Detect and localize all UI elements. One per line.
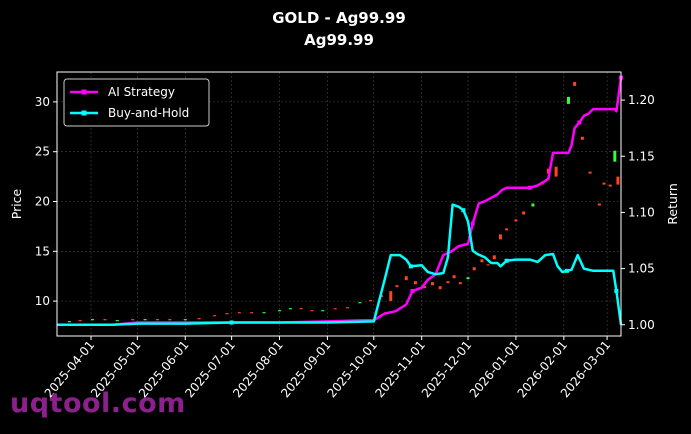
series-marker-strategy <box>527 185 532 190</box>
series-marker-strategy <box>577 120 582 125</box>
series-marker-hold <box>408 264 413 269</box>
candle <box>546 168 550 174</box>
candle <box>438 286 442 290</box>
candle <box>103 319 107 321</box>
candle <box>466 277 470 280</box>
legend-marker-strategy <box>81 89 87 95</box>
candle <box>602 182 606 185</box>
y-tick-label: 10 <box>35 294 50 308</box>
candle <box>404 276 408 281</box>
series-line-hold <box>57 203 623 327</box>
candle <box>310 310 314 312</box>
candle <box>213 315 217 317</box>
y-tick-label: 30 <box>35 95 50 109</box>
candle <box>389 291 393 302</box>
y2-tick-label: 1.15 <box>628 149 655 163</box>
candle <box>430 282 434 286</box>
candle <box>183 319 187 321</box>
chart-title: GOLD - Ag99.99 <box>272 9 406 27</box>
candle <box>413 281 417 285</box>
candle <box>613 150 617 162</box>
series-marker-hold <box>564 268 569 273</box>
candle <box>492 255 496 260</box>
y-tick-label: 25 <box>35 145 50 159</box>
candle <box>91 319 95 321</box>
candle <box>78 320 82 322</box>
candle <box>498 234 502 240</box>
series-marker-hold <box>229 320 234 325</box>
candle <box>608 184 612 187</box>
candle <box>358 302 362 304</box>
legend-marker-hold <box>81 110 87 116</box>
candle <box>554 166 558 177</box>
y2-tick-label: 1.10 <box>628 205 655 219</box>
candle <box>155 319 159 321</box>
series-marker-hold <box>461 208 466 213</box>
y2-tick-label: 1.00 <box>628 318 655 332</box>
candle <box>505 228 509 231</box>
candle <box>395 285 399 288</box>
y2-axis-label: Return <box>665 183 680 224</box>
candle <box>588 171 592 174</box>
candle <box>486 264 490 266</box>
candle <box>573 81 577 86</box>
watermark: uqtool.com <box>10 388 186 419</box>
candle <box>531 203 535 207</box>
candle <box>452 275 456 279</box>
candle <box>250 312 254 314</box>
legend-box <box>63 78 210 127</box>
candle <box>580 136 584 140</box>
series-marker-strategy <box>410 289 415 294</box>
candle <box>480 259 484 263</box>
candle <box>616 176 620 185</box>
y2-tick-label: 1.05 <box>628 262 655 276</box>
chart-subtitle: Ag99.99 <box>304 31 374 49</box>
candle <box>566 96 570 104</box>
candle <box>333 308 337 310</box>
candle <box>597 203 601 206</box>
legend-label-strategy: AI Strategy <box>108 85 175 99</box>
candle <box>423 286 427 289</box>
legend-label-hold: Buy-and-Hold <box>108 106 189 120</box>
series-marker-strategy <box>470 221 475 226</box>
candle <box>369 300 373 302</box>
candle <box>345 307 349 309</box>
y-tick-label: 20 <box>35 195 50 209</box>
candle <box>472 267 476 271</box>
series-marker-hold <box>504 258 509 263</box>
candle <box>522 211 526 215</box>
candle <box>143 319 147 321</box>
series-marker-hold <box>614 289 619 294</box>
y-axis-label: Price <box>9 188 24 219</box>
y-tick-label: 15 <box>35 244 50 258</box>
candle <box>321 310 325 312</box>
plot-frame <box>56 71 622 337</box>
candle <box>168 319 172 321</box>
candle <box>458 282 462 285</box>
candle <box>67 321 71 323</box>
candle <box>237 312 241 314</box>
candle <box>278 310 282 312</box>
candle <box>197 318 201 320</box>
legend: AI Strategy Buy-and-Hold <box>63 78 210 127</box>
candle <box>446 281 450 284</box>
candle <box>299 308 303 310</box>
candles <box>67 81 620 323</box>
axis-ticks: 2025-04-012025-05-012025-06-012025-07-01… <box>35 93 655 400</box>
candle <box>115 320 119 322</box>
candle <box>262 312 266 314</box>
candle <box>514 219 518 222</box>
candle <box>288 308 292 310</box>
candle <box>131 319 135 321</box>
candle <box>225 313 229 315</box>
y2-tick-label: 1.20 <box>628 93 655 107</box>
